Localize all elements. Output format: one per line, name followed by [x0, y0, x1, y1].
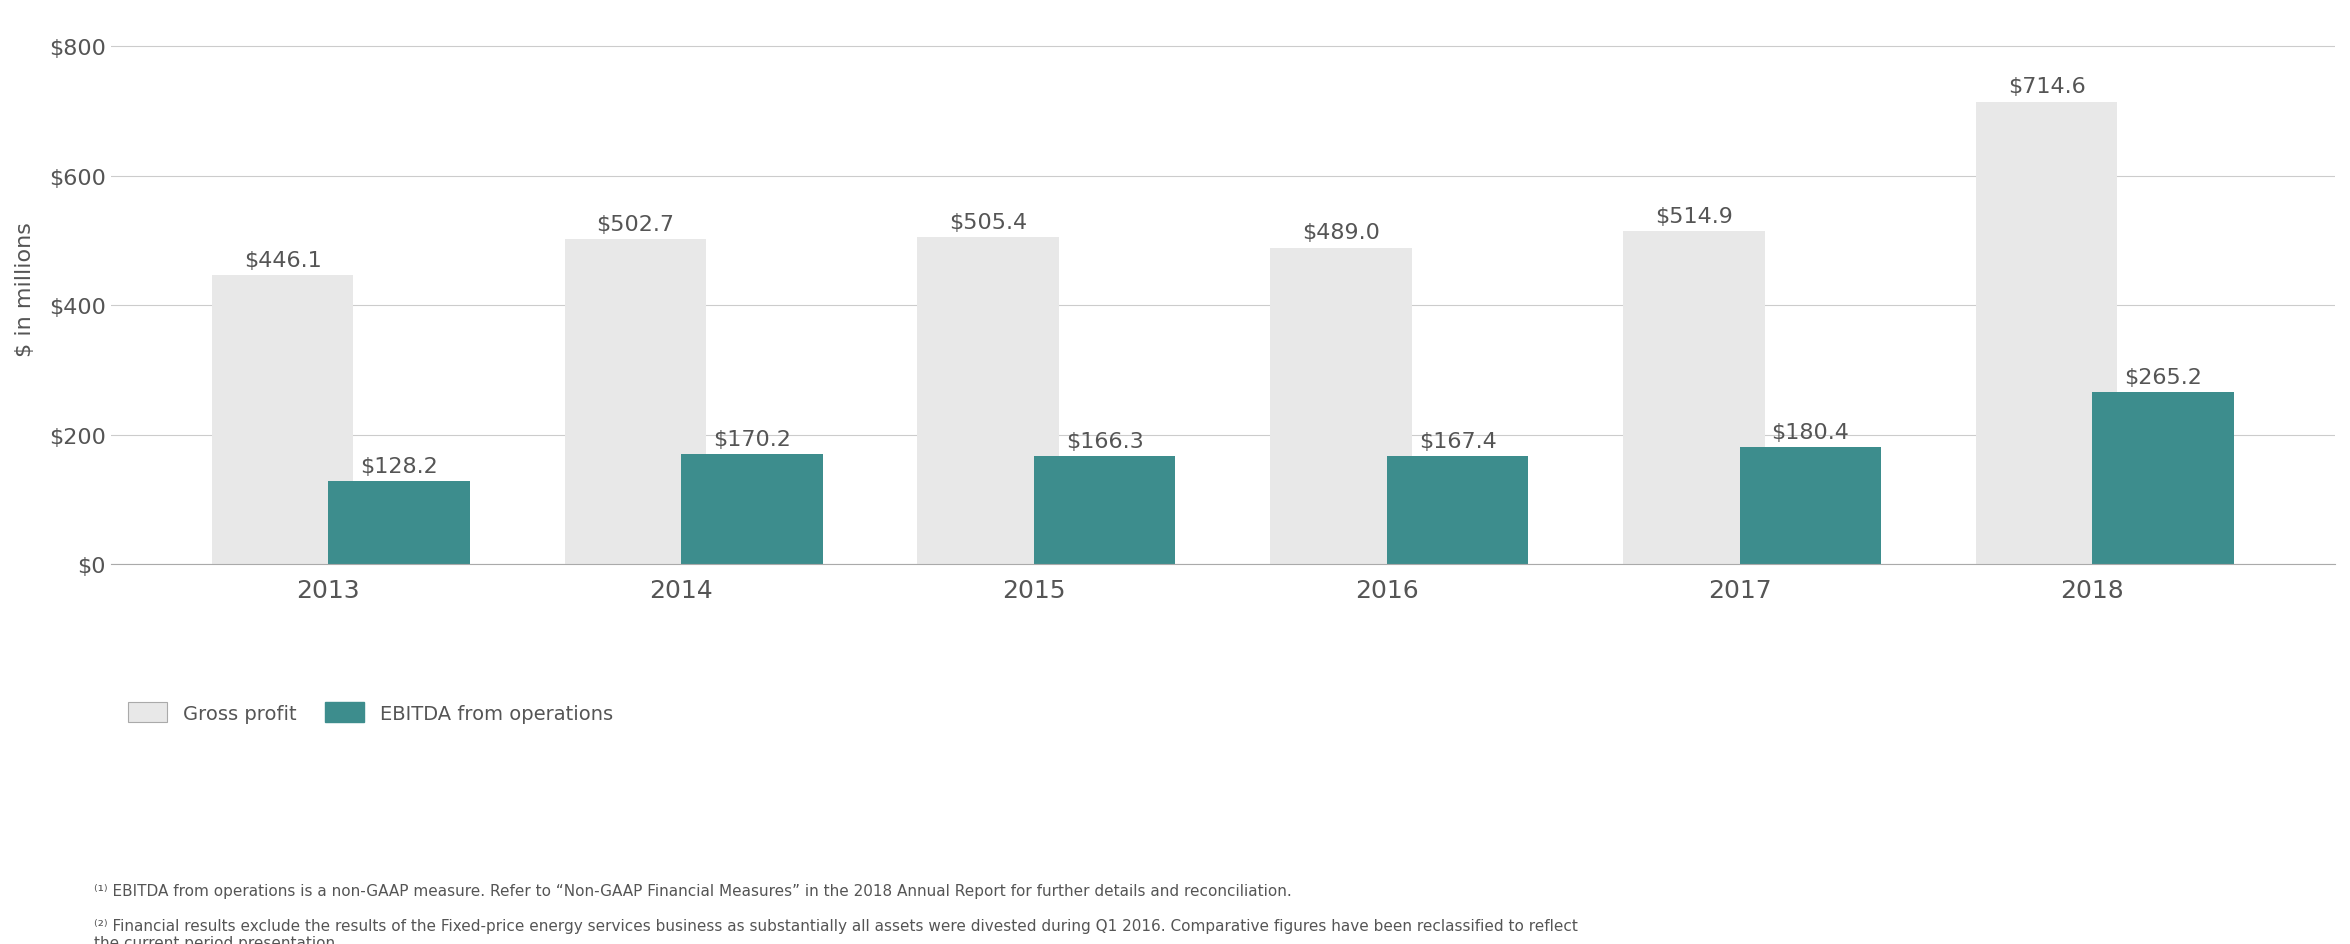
Text: $502.7: $502.7 — [597, 214, 674, 234]
Bar — [1739, 447, 1880, 565]
Bar — [212, 276, 352, 565]
Bar — [1386, 456, 1528, 565]
Bar — [564, 240, 705, 565]
Bar — [1269, 248, 1412, 565]
Text: $170.2: $170.2 — [712, 430, 792, 449]
Text: $446.1: $446.1 — [244, 251, 322, 271]
Text: ⁽¹⁾ EBITDA from operations is a non-GAAP measure. Refer to “Non-GAAP Financial M: ⁽¹⁾ EBITDA from operations is a non-GAAP… — [94, 883, 1292, 898]
Text: ⁽²⁾ Financial results exclude the results of the Fixed-price energy services bus: ⁽²⁾ Financial results exclude the result… — [94, 918, 1577, 944]
Bar — [1034, 457, 1175, 565]
Bar — [1624, 231, 1765, 565]
Text: $128.2: $128.2 — [360, 457, 437, 477]
Text: $167.4: $167.4 — [1419, 431, 1497, 451]
Text: $166.3: $166.3 — [1067, 431, 1144, 452]
Bar — [682, 454, 822, 565]
Text: $180.4: $180.4 — [1772, 423, 1849, 443]
Text: $265.2: $265.2 — [2124, 368, 2202, 388]
Bar — [916, 238, 1060, 565]
Text: $714.6: $714.6 — [2007, 77, 2084, 97]
Y-axis label: $ in millions: $ in millions — [14, 223, 35, 357]
Bar — [2092, 393, 2235, 565]
Text: $505.4: $505.4 — [949, 212, 1027, 232]
Text: $514.9: $514.9 — [1654, 207, 1732, 227]
Text: $489.0: $489.0 — [1302, 223, 1379, 244]
Bar — [1976, 103, 2117, 565]
Legend: Gross profit, EBITDA from operations: Gross profit, EBITDA from operations — [120, 695, 620, 731]
Bar — [329, 481, 470, 565]
